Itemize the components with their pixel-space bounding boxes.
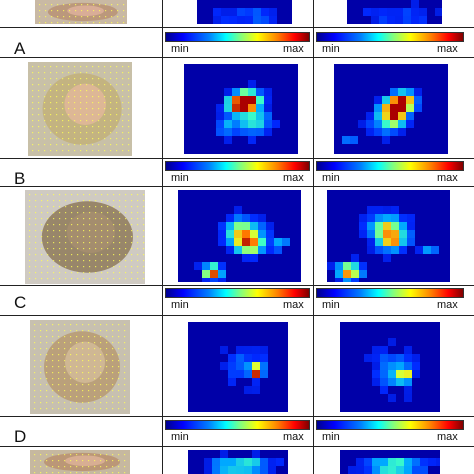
colorbar: [165, 420, 310, 430]
colorbar: [316, 32, 464, 42]
row-divider: [0, 186, 474, 187]
column-divider: [162, 0, 163, 474]
colorbar-min-label: min: [322, 172, 340, 184]
intensity-map: [184, 64, 298, 154]
colorbar-min-label: min: [322, 431, 340, 443]
colorbar-min-label: min: [171, 431, 189, 443]
colorbar-max-label: max: [283, 431, 304, 443]
specimen-photo: [25, 190, 145, 284]
specimen-photo: [30, 450, 130, 474]
row-divider: [0, 57, 474, 58]
panel-letter: D: [14, 427, 27, 446]
colorbar: [165, 32, 310, 42]
colorbar: [316, 161, 464, 171]
colorbar-min-label: min: [171, 43, 189, 55]
column-divider: [313, 0, 314, 474]
colorbar: [165, 161, 310, 171]
intensity-map: [347, 0, 442, 24]
colorbar-max-label: max: [283, 172, 304, 184]
intensity-map: [178, 190, 301, 282]
row-divider: [0, 285, 474, 286]
colorbar: [316, 288, 464, 298]
specimen-photo: [30, 320, 130, 414]
colorbar-min-label: min: [322, 299, 340, 311]
colorbar-min-label: min: [322, 43, 340, 55]
intensity-map: [340, 322, 440, 412]
specimen-photo: [28, 62, 132, 156]
panel-letter: C: [14, 293, 27, 312]
intensity-map: [327, 190, 450, 282]
colorbar-max-label: max: [437, 431, 458, 443]
colorbar-max-label: max: [437, 299, 458, 311]
row-divider: [0, 446, 474, 447]
panel-letter: A: [14, 39, 26, 58]
panel-letter: B: [14, 169, 26, 188]
colorbar-max-label: max: [283, 299, 304, 311]
specimen-photo: [35, 0, 127, 24]
colorbar-min-label: min: [171, 172, 189, 184]
colorbar-max-label: max: [437, 43, 458, 55]
colorbar-max-label: max: [437, 172, 458, 184]
colorbar: [316, 420, 464, 430]
row-divider: [0, 416, 474, 417]
intensity-map: [334, 64, 448, 154]
row-divider: [0, 158, 474, 159]
row-divider: [0, 315, 474, 316]
intensity-map: [340, 450, 440, 474]
intensity-map: [197, 0, 292, 24]
intensity-map: [188, 322, 288, 412]
colorbar-max-label: max: [283, 43, 304, 55]
row-divider: [0, 27, 474, 28]
intensity-map: [188, 450, 288, 474]
colorbar-min-label: min: [171, 299, 189, 311]
colorbar: [165, 288, 310, 298]
